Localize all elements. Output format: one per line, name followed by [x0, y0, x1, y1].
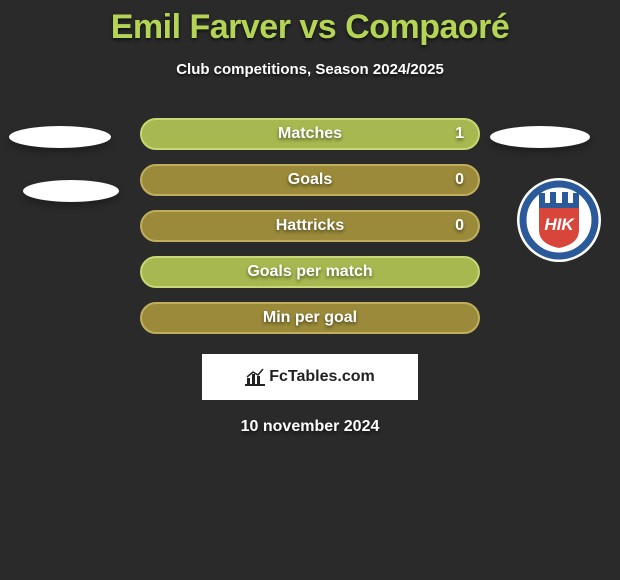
comparison-subtitle: Club competitions, Season 2024/2025 [0, 61, 620, 78]
branding-badge: FcTables.com [202, 354, 418, 400]
stat-bar-value: 1 [455, 125, 464, 143]
stat-bar-value: 0 [455, 171, 464, 189]
stat-bar-label: Goals [288, 171, 332, 189]
club-badge-letters: HIK [544, 215, 575, 234]
stat-bar: Min per goal [140, 302, 480, 334]
stat-bar-value: 0 [455, 217, 464, 235]
stat-bar: Matches 1 [140, 118, 480, 150]
player-placeholder [490, 126, 590, 148]
stat-bar-label: Matches [278, 125, 342, 143]
chart-icon [245, 368, 265, 386]
player-placeholder [23, 180, 119, 202]
stat-bar: Hattricks 0 [140, 210, 480, 242]
date-text: 10 november 2024 [0, 418, 620, 436]
stat-bar-label: Hattricks [276, 217, 344, 235]
club-badge: HIK [517, 178, 601, 262]
comparison-title: Emil Farver vs Compaoré [0, 0, 620, 47]
stat-bar-label: Min per goal [263, 309, 357, 327]
stat-bar: Goals 0 [140, 164, 480, 196]
player-placeholder [9, 126, 111, 148]
stat-bar: Goals per match [140, 256, 480, 288]
branding-text: FcTables.com [269, 368, 375, 386]
stat-bar-label: Goals per match [247, 263, 372, 281]
